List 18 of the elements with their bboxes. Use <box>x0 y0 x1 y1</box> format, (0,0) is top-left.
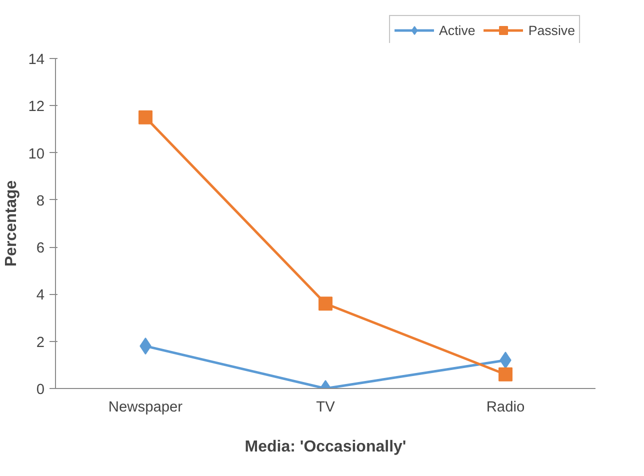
y-tick-label: 0 <box>36 382 45 398</box>
point <box>318 296 332 311</box>
y-tick-label: 14 <box>28 52 45 68</box>
x-tick-label: Newspaper <box>108 400 183 416</box>
y-tick-label: 4 <box>36 288 45 304</box>
y-tick-label: 6 <box>36 240 45 257</box>
x-axis-title: Media: 'Occasionally' <box>244 438 406 456</box>
x-tick-label: TV <box>316 400 336 416</box>
legend-label: Passive <box>528 22 575 38</box>
point <box>498 367 512 382</box>
y-tick-label: 2 <box>36 334 45 351</box>
legend-label: Active <box>439 22 476 38</box>
y-tick-label: 8 <box>36 193 45 210</box>
point <box>138 110 152 124</box>
y-axis-title: Percentage <box>3 180 20 267</box>
y-tick-label: 10 <box>28 146 45 162</box>
x-tick-label: Radio <box>486 400 525 416</box>
y-tick-label: 12 <box>28 99 45 116</box>
